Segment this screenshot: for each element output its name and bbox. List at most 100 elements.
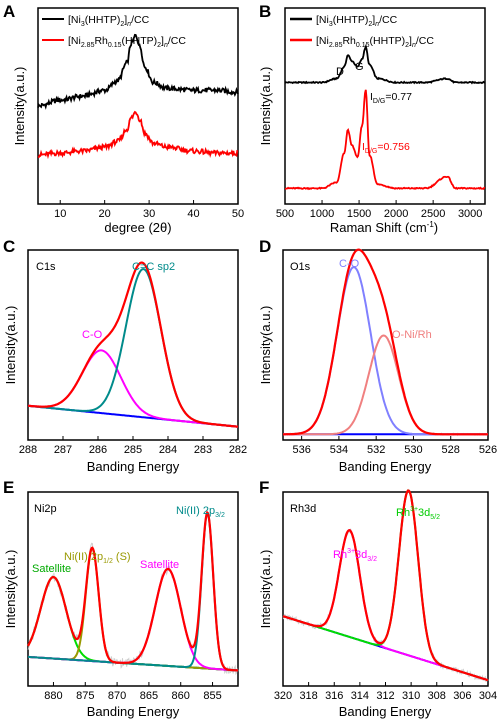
plot-area — [27, 261, 239, 428]
peak-component-line — [282, 489, 489, 682]
x-tick-label: 1000 — [310, 208, 334, 220]
x-tick-label: 500 — [276, 208, 294, 220]
x-tick-label: 1500 — [347, 208, 371, 220]
x-tick-label: 316 — [325, 690, 343, 702]
panel-label-a: A — [3, 2, 15, 21]
series-line — [37, 110, 239, 160]
legend-label: [Ni2.85Rh0.15(HHTP)2]n/CC — [316, 35, 434, 49]
peak-component-line — [282, 529, 489, 682]
peak-component-line — [283, 334, 488, 436]
panel-label-d: D — [259, 237, 271, 256]
x-axis-label: Banding Energy — [87, 704, 180, 719]
peak-label-ni-2p32: Ni(II) 2p3/2 — [176, 505, 225, 519]
peak-label-c-o: C-O — [339, 258, 360, 270]
x-tick-label: 880 — [44, 690, 62, 702]
x-tick-label: 318 — [299, 690, 317, 702]
x-tick-label: 532 — [367, 444, 385, 456]
x-ticks: 320 318 316 314 312 310 308 306 304 — [274, 682, 497, 702]
x-tick-label: 285 — [124, 444, 142, 456]
x-ticks: 288 287 286 285 284 283 282 — [19, 436, 247, 456]
annotation-g-band: G — [355, 61, 364, 73]
panel-title: O1s — [290, 261, 311, 273]
peak-label-o-ni-rh: O-Ni/Rh — [392, 329, 432, 341]
panel-e: E Ni2p Satellite Ni(II) 2p1/2 (S) Satell… — [3, 478, 239, 719]
x-tick-label: 304 — [479, 690, 497, 702]
x-tick-label: 310 — [402, 690, 420, 702]
x-tick-label: 312 — [376, 690, 394, 702]
raw-data-line — [27, 508, 239, 676]
panel-b: B [Ni3(HHTP)2]n/CC [Ni2.85Rh0.15(HHTP)2]… — [258, 2, 486, 235]
x-axis-label: degree (2θ) — [104, 220, 171, 235]
plot-frame — [282, 249, 489, 441]
peak-component-line — [28, 511, 239, 672]
plot-area — [284, 43, 486, 191]
x-tick-label: 320 — [274, 690, 292, 702]
x-tick-label: 283 — [194, 444, 212, 456]
x-tick-label: 3000 — [458, 208, 482, 220]
x-tick-label: 536 — [292, 444, 310, 456]
panel-a: A [Ni3(HHTP)2]n/CC [Ni2.85Rh0.15(HHTP)2]… — [3, 2, 244, 235]
x-tick-label: 865 — [140, 690, 158, 702]
panel-label-e: E — [3, 478, 14, 497]
peak-label-rh-3d32: Rh3+3d3/2 — [333, 548, 377, 563]
panel-label-c: C — [3, 237, 15, 256]
x-ticks: 536 534 532 530 528 526 — [292, 436, 497, 456]
plot-frame — [284, 7, 486, 205]
x-tick-label: 20 — [99, 208, 111, 220]
annotation-idg-black: ID/G=0.77 — [370, 91, 412, 105]
plot-area — [37, 33, 239, 160]
annotation-d-band: D — [336, 66, 344, 78]
x-ticks: 500 1000 1500 2000 2500 3000 — [276, 200, 482, 220]
y-axis-label: Intensity(a.u.) — [3, 550, 18, 629]
panel-c: C C1s C-O C=C sp2 288 287 286 285 284 283 282 … — [3, 237, 247, 474]
x-axis-label: Banding Energy — [87, 459, 180, 474]
envelope-line — [283, 248, 488, 436]
peak-label-c-o: C-O — [82, 329, 103, 341]
x-tick-label: 284 — [159, 444, 177, 456]
peak-component-line — [283, 266, 488, 436]
y-axis-label: Intensity(a.u.) — [12, 67, 27, 146]
y-axis-label: Intensity(a.u.) — [258, 306, 273, 385]
series-line — [284, 43, 486, 85]
raw-data-line — [282, 488, 489, 683]
legend-label: [Ni3(HHTP)2]n/CC — [68, 14, 150, 28]
x-tick-label: 40 — [187, 208, 199, 220]
x-tick-label: 855 — [203, 690, 221, 702]
envelope-line — [282, 489, 489, 682]
series-line — [284, 89, 486, 191]
x-tick-label: 860 — [172, 690, 190, 702]
x-tick-label: 526 — [479, 444, 497, 456]
panel-title: Rh3d — [290, 503, 316, 515]
x-tick-label: 2500 — [421, 208, 445, 220]
x-tick-label: 2000 — [384, 208, 408, 220]
x-tick-label: 314 — [351, 690, 369, 702]
x-ticks: 880 875 870 865 860 855 — [44, 682, 222, 702]
x-tick-label: 50 — [232, 208, 244, 220]
panel-f: F Rh3d Rh3+3d3/2 Rh3+3d5/2 320 318 316 314 3… — [258, 478, 497, 719]
x-tick-label: 286 — [89, 444, 107, 456]
panel-label-f: F — [259, 478, 269, 497]
plot-frame — [27, 491, 239, 687]
plot-frame — [282, 491, 489, 687]
panel-title: C1s — [36, 261, 56, 273]
legend-label: [Ni3(HHTP)2]n/CC — [316, 14, 398, 28]
peak-component-line — [28, 349, 239, 428]
x-tick-label: 282 — [229, 444, 247, 456]
peak-label-c-c: C=C sp2 — [132, 261, 175, 273]
x-tick-label: 875 — [76, 690, 94, 702]
x-tick-label: 30 — [143, 208, 155, 220]
series-line — [37, 33, 239, 110]
y-axis-label: Intensity(a.u.) — [258, 67, 273, 146]
x-tick-label: 287 — [54, 444, 72, 456]
x-ticks: 10 20 30 40 50 — [54, 200, 244, 220]
y-axis-label: Intensity(a.u.) — [258, 550, 273, 629]
envelope-line — [27, 510, 239, 672]
x-tick-label: 528 — [442, 444, 460, 456]
plot-area — [27, 508, 239, 676]
legend-label: [Ni2.85Rh0.15(HHTP)2]n/CC — [68, 35, 186, 49]
x-tick-label: 306 — [453, 690, 471, 702]
peak-label-ni-2p12: Ni(II) 2p1/2 (S) — [64, 551, 131, 565]
x-axis-label: Banding Energy — [339, 704, 432, 719]
peak-label-satellite: Satellite — [32, 563, 71, 575]
